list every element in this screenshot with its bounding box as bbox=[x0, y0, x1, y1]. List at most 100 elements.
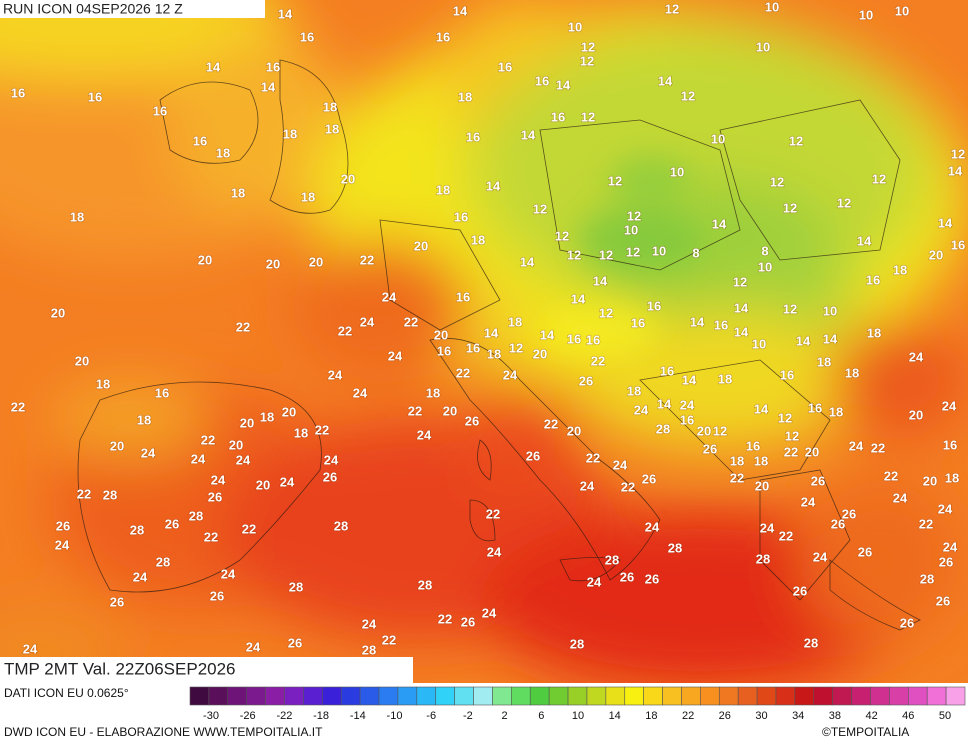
colorbar-cell bbox=[322, 686, 342, 706]
temperature-label: 20 bbox=[256, 477, 270, 492]
temperature-label: 18 bbox=[70, 209, 84, 224]
temperature-label: 28 bbox=[334, 518, 348, 533]
temperature-label: 14 bbox=[938, 215, 953, 230]
temperature-label: 18 bbox=[487, 346, 501, 361]
temperature-label: 18 bbox=[426, 385, 440, 400]
variable-title: TMP 2MT Val. 22Z06SEP2026 bbox=[4, 659, 236, 678]
temperature-label: 12 bbox=[770, 174, 784, 189]
temperature-label: 18 bbox=[817, 354, 831, 369]
temperature-label: 24 bbox=[324, 452, 339, 467]
temperature-label: 24 bbox=[141, 445, 156, 460]
temperature-label: 12 bbox=[555, 228, 569, 243]
temperature-label: 18 bbox=[867, 325, 881, 340]
temperature-label: 24 bbox=[382, 289, 397, 304]
colorbar-cell bbox=[208, 686, 229, 706]
temperature-label: 12 bbox=[713, 423, 727, 438]
colorbar-cell bbox=[529, 686, 550, 706]
temperature-label: 26 bbox=[165, 516, 179, 531]
temperature-label: 24 bbox=[362, 616, 377, 631]
temperature-label: 16 bbox=[647, 298, 661, 313]
temperature-label: 18 bbox=[231, 185, 245, 200]
colorbar-tick-label: 30 bbox=[755, 710, 767, 722]
colorbar-tick-label: -30 bbox=[203, 710, 219, 722]
temperature-label: 20 bbox=[805, 444, 819, 459]
temperature-label: 24 bbox=[760, 520, 775, 535]
colorbar-cell bbox=[567, 686, 588, 706]
temperature-label: 20 bbox=[443, 403, 457, 418]
temperature-label: 16 bbox=[586, 332, 600, 347]
temperature-label: 28 bbox=[605, 552, 619, 567]
temperature-label: 14 bbox=[278, 6, 293, 21]
temperature-label: 18 bbox=[945, 470, 959, 485]
temperature-label: 14 bbox=[657, 396, 672, 411]
temperature-label: 16 bbox=[456, 289, 470, 304]
temperature-label: 22 bbox=[784, 444, 798, 459]
temperature-label: 26 bbox=[811, 473, 825, 488]
temperature-label: 24 bbox=[280, 474, 295, 489]
temperature-label: 24 bbox=[503, 367, 518, 382]
colorbar-tick-label: -6 bbox=[426, 710, 436, 722]
temperature-label: 14 bbox=[486, 178, 501, 193]
temperature-label: 18 bbox=[301, 189, 315, 204]
temperature-label: 12 bbox=[785, 428, 799, 443]
colorbar-cell bbox=[359, 686, 380, 706]
temperature-label: 28 bbox=[156, 554, 170, 569]
temperature-label: 10 bbox=[711, 131, 725, 146]
temperature-label: 16 bbox=[951, 237, 965, 252]
temperature-label: 28 bbox=[920, 571, 934, 586]
temperature-label: 12 bbox=[778, 410, 792, 425]
colorbar-cell bbox=[907, 686, 928, 706]
temperature-label: 12 bbox=[783, 301, 797, 316]
colorbar-cell bbox=[227, 686, 248, 706]
temperature-label: 22 bbox=[204, 529, 218, 544]
colorbar-cell bbox=[189, 686, 210, 706]
temperature-label: 24 bbox=[938, 501, 953, 516]
temperature-label: 20 bbox=[51, 305, 65, 320]
temperature-label: 24 bbox=[23, 641, 38, 656]
temperature-label: 24 bbox=[634, 402, 649, 417]
temperature-label: 16 bbox=[780, 367, 794, 382]
temperature-label: 22 bbox=[438, 611, 452, 626]
temperature-label: 28 bbox=[130, 522, 144, 537]
temperature-label: 16 bbox=[437, 343, 451, 358]
temperature-label: 22 bbox=[779, 528, 793, 543]
temperature-label: 20 bbox=[282, 404, 296, 419]
temperature-label: 14 bbox=[712, 216, 727, 231]
temperature-label: 10 bbox=[859, 7, 873, 22]
colorbar-cell bbox=[548, 686, 569, 706]
temperature-label: 18 bbox=[508, 314, 522, 329]
temperature-label: 24 bbox=[246, 639, 261, 654]
temperature-label: 12 bbox=[626, 244, 640, 259]
temperature-label: 12 bbox=[872, 171, 886, 186]
temperature-label: 22 bbox=[486, 506, 500, 521]
temperature-label: 12 bbox=[951, 146, 965, 161]
temperature-label: 28 bbox=[418, 577, 432, 592]
colorbar-tick-label: -10 bbox=[387, 710, 403, 722]
temperature-label: 20 bbox=[414, 238, 428, 253]
colorbar-tick-label: 46 bbox=[902, 710, 914, 722]
colorbar-cell bbox=[813, 686, 833, 706]
temperature-label: 26 bbox=[620, 569, 634, 584]
temperature-label: 20 bbox=[567, 423, 581, 438]
temperature-label: 8 bbox=[692, 245, 699, 260]
colorbar-cell bbox=[454, 686, 474, 706]
colorbar-tick-label: 14 bbox=[609, 710, 621, 722]
run-title: RUN ICON 04SEP2026 12 Z bbox=[3, 1, 183, 17]
colorbar-cell bbox=[851, 686, 871, 706]
temperature-label: 16 bbox=[11, 85, 25, 100]
colorbar-cell bbox=[246, 686, 266, 706]
temperature-label: 16 bbox=[680, 412, 694, 427]
temperature-label: 16 bbox=[660, 363, 674, 378]
temperature-label: 12 bbox=[608, 173, 622, 188]
temperature-label: 22 bbox=[382, 632, 396, 647]
temperature-label: 16 bbox=[88, 89, 102, 104]
temperature-label: 14 bbox=[521, 127, 536, 142]
colorbar-tick-label: -26 bbox=[240, 710, 256, 722]
temperature-label: 16 bbox=[436, 29, 450, 44]
temperature-label: 26 bbox=[831, 516, 845, 531]
colorbar-tick-label: 18 bbox=[645, 710, 657, 722]
temperature-label: 18 bbox=[730, 453, 744, 468]
colorbar-cell bbox=[889, 686, 909, 706]
temperature-label: 18 bbox=[627, 383, 641, 398]
